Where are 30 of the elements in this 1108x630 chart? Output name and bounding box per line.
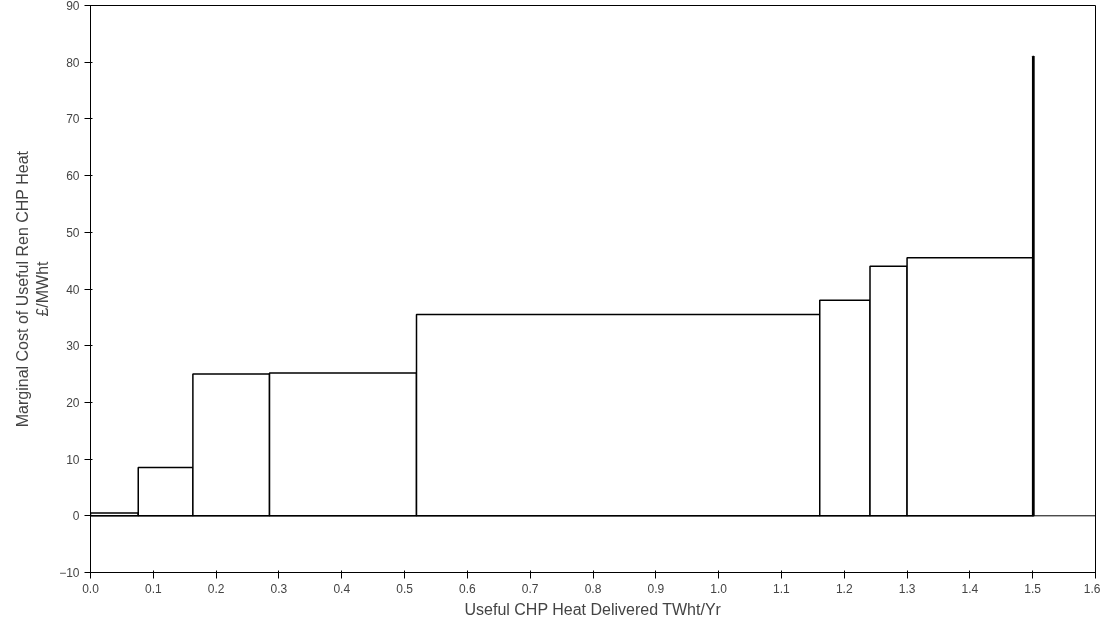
x-tick-label: 0.4 bbox=[333, 581, 351, 596]
x-tick-label: 1.4 bbox=[961, 581, 979, 596]
y-tick-label: 70 bbox=[66, 112, 80, 127]
y-tick-label: 80 bbox=[66, 55, 80, 70]
y-tick-label: 60 bbox=[66, 169, 80, 184]
x-tick-label: 0.6 bbox=[459, 581, 477, 596]
x-tick-label: 0.8 bbox=[584, 581, 602, 596]
x-tick-label: 1.0 bbox=[710, 581, 728, 596]
y-tick-label: 30 bbox=[66, 339, 80, 354]
y-tick-label: 90 bbox=[66, 0, 80, 13]
x-tick-label: 0.2 bbox=[207, 581, 225, 596]
x-tick-label: 1.5 bbox=[1024, 581, 1042, 596]
x-tick-label: 1.6 bbox=[1083, 581, 1101, 596]
x-tick-label: 0.1 bbox=[144, 581, 162, 596]
x-tick-label: 1.3 bbox=[898, 581, 916, 596]
y-tick-label: 10 bbox=[66, 452, 80, 467]
y-axis-title: Marginal Cost of Useful Ren CHP Heat £/MWht bbox=[13, 150, 52, 428]
x-tick-label: 0.9 bbox=[647, 581, 665, 596]
y-tick-label: −10 bbox=[59, 566, 80, 580]
y-tick-label: 40 bbox=[66, 282, 80, 297]
y-tick-label: 0 bbox=[72, 509, 80, 524]
x-tick-label: 0.0 bbox=[82, 581, 100, 596]
x-tick-label: 1.2 bbox=[835, 581, 853, 596]
y-tick-label: 20 bbox=[66, 395, 80, 410]
y-tick-label: 50 bbox=[66, 225, 80, 240]
x-tick-label: 0.5 bbox=[396, 581, 414, 596]
x-axis-title: Useful CHP Heat Delivered TWht/Yr bbox=[464, 600, 722, 618]
x-tick-label: 1.1 bbox=[773, 581, 791, 596]
x-tick-label: 0.3 bbox=[270, 581, 288, 596]
x-tick-label: 0.7 bbox=[521, 581, 539, 596]
